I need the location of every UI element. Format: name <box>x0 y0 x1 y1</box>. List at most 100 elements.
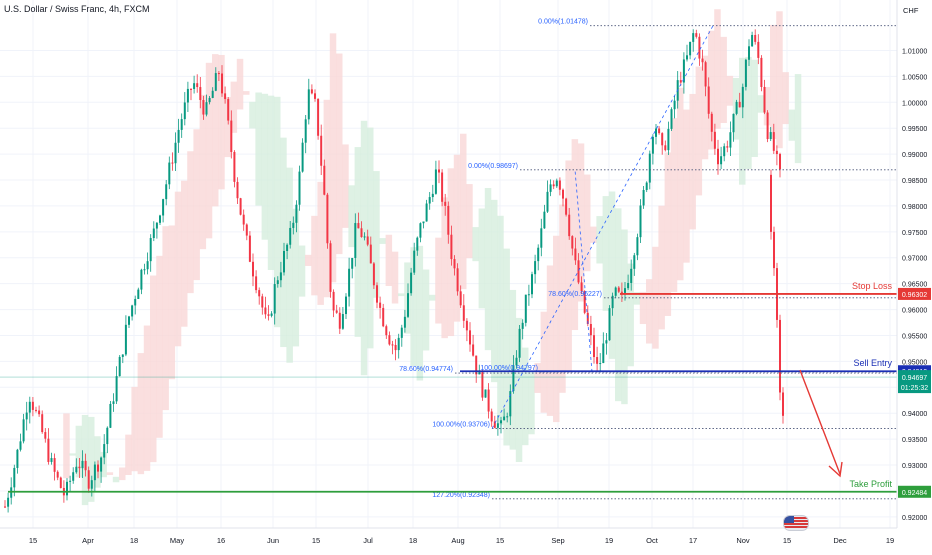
candle-body <box>128 316 130 325</box>
candle-body <box>106 427 109 445</box>
candle-body <box>686 55 688 60</box>
candle-body <box>276 280 279 285</box>
fib-level-label: 100.00%(0.93706) <box>432 421 490 428</box>
cloud-band <box>546 265 554 416</box>
candle-body <box>620 291 623 293</box>
candle-body <box>555 180 558 187</box>
candle-body <box>307 89 310 120</box>
candle-body <box>186 88 189 103</box>
candle-body <box>301 142 304 172</box>
candle-body <box>766 112 769 140</box>
candle-body <box>738 101 741 108</box>
candle-body <box>459 291 462 306</box>
candle-body <box>608 308 611 341</box>
candle-body <box>283 250 285 273</box>
candle-body <box>149 238 152 262</box>
candle-body <box>661 133 664 146</box>
candle-body <box>574 248 577 261</box>
candle-body <box>763 86 766 113</box>
candle-body <box>140 269 143 290</box>
candle-body <box>515 357 518 366</box>
candle-body <box>379 302 382 308</box>
candle-body <box>403 316 406 328</box>
candle-body <box>431 193 434 198</box>
price-tick-label: 0.97000 <box>902 256 927 263</box>
candle-body <box>341 314 344 329</box>
candle-body <box>493 421 496 428</box>
candle-body <box>614 287 617 296</box>
candle-body <box>180 119 183 130</box>
time-tick-label: Sep <box>551 536 564 545</box>
cloud-band <box>584 174 591 272</box>
time-tick-label: Nov <box>736 536 750 545</box>
cloud-band <box>503 248 510 446</box>
candle-body <box>741 86 744 108</box>
price-tick-label: 0.93000 <box>902 463 927 470</box>
candle-body <box>723 146 726 157</box>
candle-body <box>335 310 338 313</box>
cloud-band <box>565 160 572 373</box>
candle-body <box>462 305 465 321</box>
cloud-band <box>379 238 386 244</box>
candle-body <box>630 268 633 283</box>
candle-body <box>484 389 487 398</box>
projection-arrowhead <box>828 461 843 478</box>
candle-body <box>639 205 642 238</box>
candle-body <box>109 403 112 428</box>
cloud-band <box>460 133 467 290</box>
cloud-band <box>187 151 194 294</box>
candle-body <box>658 128 661 134</box>
cloud-band <box>249 101 256 129</box>
price-tick-label: 1.00500 <box>902 74 927 81</box>
cloud-band <box>677 87 684 281</box>
cloud-band <box>360 120 368 376</box>
cloud-band <box>497 215 504 425</box>
time-tick-label: 18 <box>130 536 138 545</box>
cloud-band <box>590 226 597 243</box>
candle-body <box>655 128 657 137</box>
candle-body <box>422 221 425 224</box>
current-price-value: 0.94697 <box>902 375 927 382</box>
candle-body <box>527 294 530 296</box>
candle-body <box>174 142 177 164</box>
current-price-badge <box>898 370 931 394</box>
cloud-band <box>143 325 151 471</box>
cloud-band <box>726 75 734 106</box>
candle-body <box>134 298 137 306</box>
cloud-band <box>367 127 374 349</box>
candle-body <box>425 203 428 222</box>
candle-body <box>506 416 509 418</box>
candle-body <box>624 288 626 293</box>
candle-body <box>413 250 416 273</box>
candle-body <box>667 128 670 151</box>
candle-body <box>292 222 295 228</box>
candle-body <box>168 162 171 185</box>
candle-body <box>202 100 205 115</box>
price-tick-label: 0.95000 <box>902 359 927 366</box>
cloud-band <box>627 263 634 367</box>
cloud-band <box>739 57 746 185</box>
cloud-band <box>280 137 287 348</box>
candle-body <box>757 41 760 58</box>
candle-body <box>196 83 199 88</box>
candle-body <box>546 191 549 212</box>
candle-body <box>4 506 6 508</box>
fib-level-label: 127.20%(0.92348) <box>432 492 490 499</box>
cloud-band <box>776 11 783 149</box>
candle-body <box>602 343 605 364</box>
trade-level-label: Take Profit <box>849 479 892 489</box>
cloud-band <box>708 30 715 150</box>
candle-body <box>611 295 614 309</box>
trade-level-label: Stop Loss <box>852 281 893 291</box>
cloud-band <box>794 74 802 164</box>
candle-body <box>472 344 475 356</box>
cloud-band <box>422 269 430 351</box>
candle-body <box>267 314 270 316</box>
cloud-band <box>131 386 138 472</box>
candle-body <box>146 261 149 270</box>
price-tick-label: 0.97500 <box>902 230 927 237</box>
candle-body <box>366 236 369 245</box>
candle-body <box>748 46 750 60</box>
